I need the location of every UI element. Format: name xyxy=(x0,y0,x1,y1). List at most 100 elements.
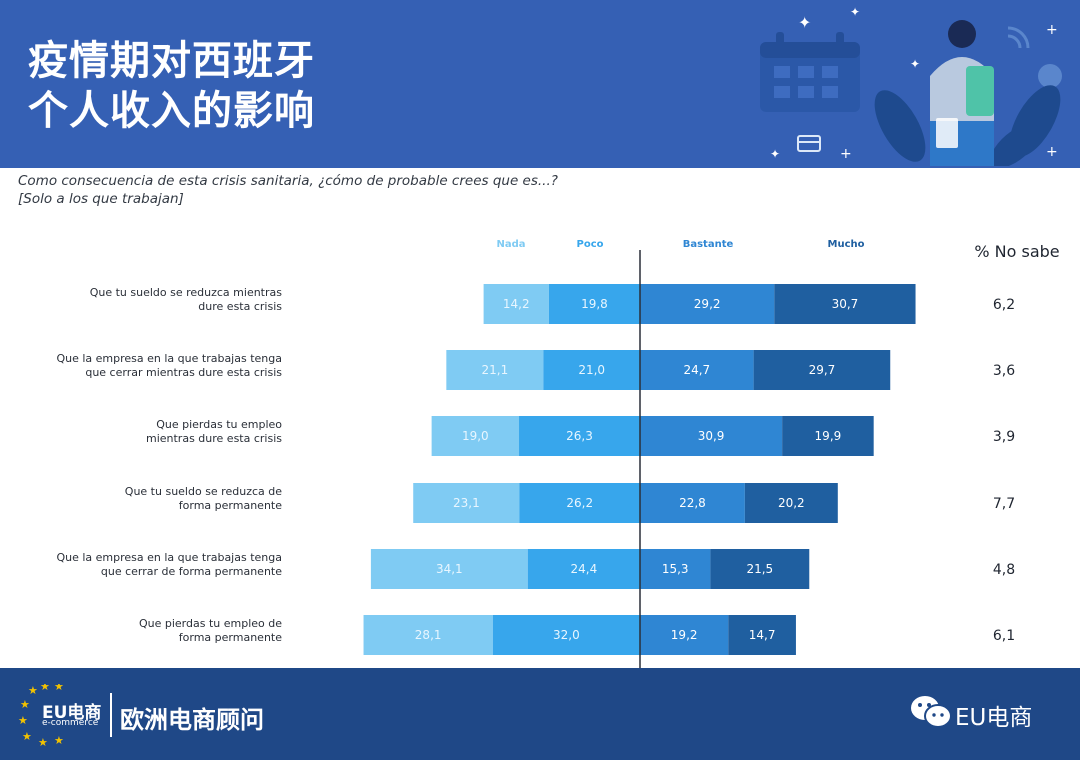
category-label: Que pierdas tu empleo de xyxy=(139,617,282,630)
no-sabe-value: 7,7 xyxy=(993,496,1015,512)
bar-poco xyxy=(492,615,640,655)
wifi-icon xyxy=(1007,26,1030,49)
category-label: mientras dure esta crisis xyxy=(146,432,282,445)
data-label: 32,0 xyxy=(553,628,580,642)
bar-mucho xyxy=(744,483,838,523)
wechat-icon xyxy=(911,696,952,728)
legend-nada: Nada xyxy=(496,239,525,250)
data-label: 24,4 xyxy=(571,562,598,576)
bar-bastante xyxy=(640,350,754,390)
bar-bastante xyxy=(640,549,711,589)
footer-bar xyxy=(0,668,1080,760)
category-label: dure esta crisis xyxy=(198,300,282,313)
bar-mucho xyxy=(710,549,810,589)
category-label: Que la empresa en la que trabajas tenga xyxy=(56,551,282,564)
title-line-1: 疫情期对西班牙 xyxy=(28,38,315,84)
bar-poco xyxy=(519,483,640,523)
bar-bastante xyxy=(640,483,745,523)
bar-nada xyxy=(483,284,549,324)
data-label: 21,5 xyxy=(746,562,773,576)
legend-mucho: Mucho xyxy=(828,239,865,250)
eu-stars-icon: ★ ★ ★ ★★★ ★ ★ xyxy=(18,684,64,748)
data-label: 29,7 xyxy=(809,363,836,377)
svg-text:★: ★ xyxy=(20,698,30,711)
brand-name: 欧洲电商顾问 xyxy=(120,706,264,734)
data-label: 19,9 xyxy=(815,429,842,443)
bar-mucho xyxy=(774,284,916,324)
category-label: Que tu sueldo se reduzca mientras xyxy=(90,286,283,299)
svg-text:✦: ✦ xyxy=(798,13,811,32)
bar-bastante xyxy=(640,284,775,324)
bar-poco xyxy=(519,416,640,456)
data-label: 30,9 xyxy=(698,429,725,443)
data-label: 30,7 xyxy=(832,297,859,311)
bar-nada xyxy=(363,615,493,655)
legend-poco: Poco xyxy=(577,239,604,250)
svg-text:★: ★ xyxy=(54,734,64,747)
title-line-2: 个人收入的影响 xyxy=(28,88,315,134)
bar-poco xyxy=(548,284,640,324)
bar-nada xyxy=(413,483,520,523)
svg-text:✦: ✦ xyxy=(770,147,780,161)
diverging-bar-chart: Nada Poco Bastante Mucho % No sabe 14,2 19,8 29… xyxy=(56,239,1060,668)
data-label: 14,7 xyxy=(749,628,776,642)
page-title: 疫情期对西班牙 个人收入的影响 xyxy=(28,36,315,136)
question-line-2: [Solo a los que trabajan] xyxy=(18,191,184,207)
category-label: Que la empresa en la que trabajas tenga xyxy=(56,352,282,365)
svg-text:★: ★ xyxy=(40,684,50,693)
data-label: 26,3 xyxy=(566,429,593,443)
data-label: 24,7 xyxy=(683,363,710,377)
survey-question: Como consecuencia de esta crisis sanitar… xyxy=(18,172,558,208)
svg-text:★: ★ xyxy=(38,736,48,748)
category-label: Que pierdas tu empleo xyxy=(156,418,282,431)
category-label: Que tu sueldo se reduzca de xyxy=(125,485,282,498)
data-label: 23,1 xyxy=(453,496,480,510)
bar-mucho xyxy=(728,615,796,655)
legend-bastante: Bastante xyxy=(683,239,734,250)
no-sabe-value: 4,8 xyxy=(993,562,1015,578)
no-sabe-value: 3,6 xyxy=(993,363,1015,379)
svg-text:★: ★ xyxy=(18,714,28,727)
sparkle-stars: ✦ ✦ ✦ ✦ + + + xyxy=(770,6,1058,162)
svg-text:★: ★ xyxy=(54,684,64,693)
svg-text:★: ★ xyxy=(28,684,38,697)
svg-text:+: + xyxy=(840,146,852,162)
person xyxy=(930,20,994,166)
data-label: 26,2 xyxy=(566,496,593,510)
category-label: que cerrar mientras dure esta crisis xyxy=(85,366,282,379)
data-label: 22,8 xyxy=(679,496,706,510)
category-label: forma permanente xyxy=(179,499,282,512)
category-label: forma permanente xyxy=(179,631,282,644)
data-label: 21,1 xyxy=(482,363,509,377)
leaves xyxy=(874,85,1061,166)
brand-divider xyxy=(110,693,112,737)
bar-nada xyxy=(370,549,528,589)
data-label: 34,1 xyxy=(436,562,463,576)
logo-subtext: e-commerce xyxy=(42,718,99,728)
svg-text:+: + xyxy=(1046,144,1058,160)
category-label: que cerrar de forma permanente xyxy=(101,565,282,578)
svg-text:+: + xyxy=(1046,22,1058,38)
no-sabe-value: 6,1 xyxy=(993,628,1015,644)
data-label: 21,0 xyxy=(578,363,605,377)
bar-poco xyxy=(527,549,640,589)
wechat-account-label: EU电商 xyxy=(955,705,1033,731)
data-label: 15,3 xyxy=(662,562,689,576)
data-label: 29,2 xyxy=(694,297,721,311)
data-label: 14,2 xyxy=(503,297,530,311)
bar-bastante xyxy=(640,615,729,655)
logo-text: EU电商 xyxy=(42,703,102,723)
bar-mucho xyxy=(753,350,891,390)
bar-nada xyxy=(431,416,520,456)
no-sabe-header: % No sabe xyxy=(974,242,1059,261)
data-label: 19,8 xyxy=(581,297,608,311)
data-label: 20,2 xyxy=(778,496,805,510)
credit-card-icon xyxy=(797,135,821,152)
svg-text:★: ★ xyxy=(22,730,32,743)
no-sabe-value: 6,2 xyxy=(993,297,1015,313)
svg-text:✦: ✦ xyxy=(910,57,920,71)
no-sabe-value: 3,9 xyxy=(993,429,1015,445)
data-label: 28,1 xyxy=(415,628,442,642)
data-label: 19,2 xyxy=(671,628,698,642)
bar-poco xyxy=(543,350,640,390)
